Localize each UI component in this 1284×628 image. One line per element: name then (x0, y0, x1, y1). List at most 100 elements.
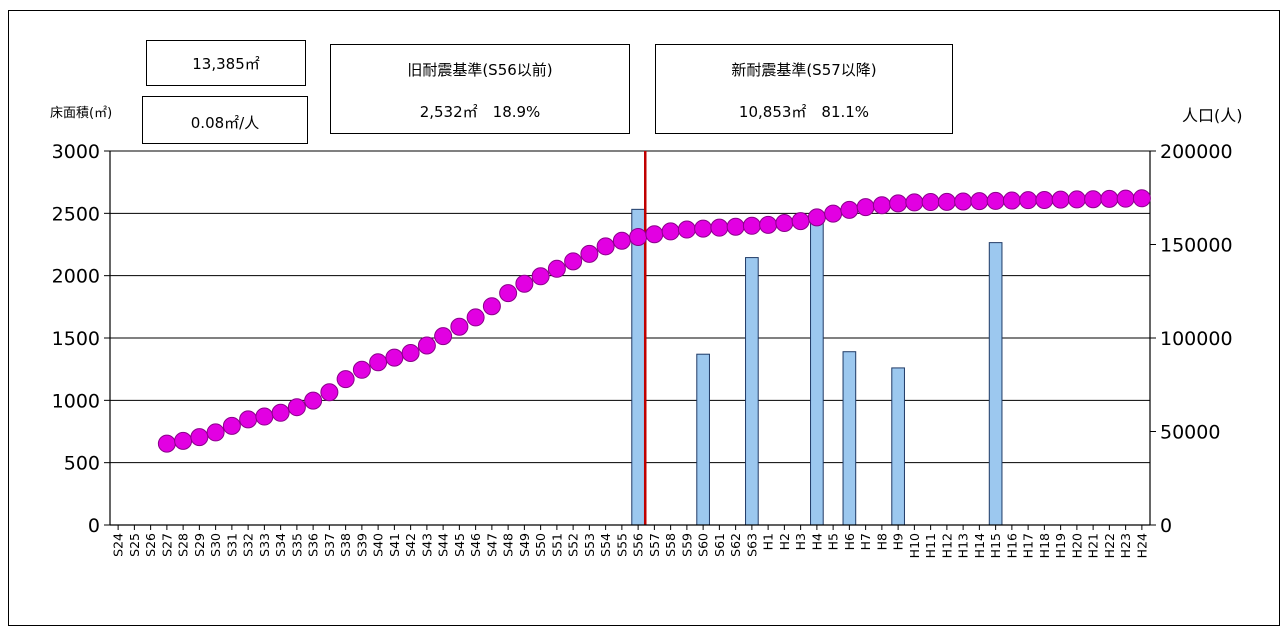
population-point-S57 (645, 225, 664, 244)
x-tick-label: H13 (956, 533, 971, 558)
x-tick-label: H17 (1021, 533, 1036, 558)
population-point-S43 (417, 336, 436, 355)
population-point-S56 (629, 228, 648, 247)
x-tick-label: H10 (907, 533, 922, 558)
x-tick-label: H2 (777, 533, 792, 550)
population-point-S62 (726, 217, 745, 236)
population-point-H1 (759, 215, 778, 234)
population-point-H20 (1067, 190, 1086, 209)
x-tick-label: H18 (1037, 533, 1052, 558)
x-axis-label-panel (116, 540, 1160, 608)
population-point-H21 (1084, 190, 1103, 209)
total-area-value: 13,385㎡ (192, 55, 260, 73)
x-tick-label: S57 (647, 533, 662, 557)
population-point-H10 (905, 193, 924, 212)
population-point-H17 (1019, 191, 1038, 210)
y-tick-label: 1500 (52, 328, 100, 350)
x-tick-label: S39 (354, 533, 369, 557)
population-point-S41 (385, 348, 404, 367)
x-tick-label: S24 (111, 533, 126, 557)
x-tick-label: H20 (1069, 533, 1084, 558)
population-point-S48 (499, 284, 518, 303)
x-tick-label: H5 (826, 533, 841, 550)
x-tick-label: S47 (484, 533, 499, 557)
population-point-H12 (937, 192, 956, 211)
y-tick-label: 3000 (52, 141, 100, 163)
population-point-H9 (889, 194, 908, 213)
x-tick-label: S56 (631, 533, 646, 557)
x-tick-label: H12 (939, 533, 954, 558)
new-standard-box: 新耐震基準(S57以降) 10,853㎡ 81.1% (655, 44, 953, 134)
floor-area-bar-S60 (696, 353, 710, 526)
x-tick-label: S55 (614, 533, 629, 557)
x-tick-label: S41 (387, 533, 402, 557)
population-point-S40 (369, 353, 388, 372)
population-point-H24 (1132, 189, 1151, 208)
population-point-H22 (1100, 189, 1119, 208)
floor-area-bar-S56 (631, 208, 645, 526)
population-point-S34 (271, 403, 290, 422)
floor-area-bar-H9 (891, 367, 905, 526)
x-tick-label: S40 (371, 533, 386, 557)
population-point-H8 (872, 196, 891, 215)
x-tick-label: H6 (842, 533, 857, 550)
population-point-S55 (612, 231, 631, 250)
x-tick-label: H23 (1118, 533, 1133, 558)
y-tick-label: 0 (88, 515, 100, 537)
x-tick-label: S46 (468, 533, 483, 557)
old-standard-box: 旧耐震基準(S56以前) 2,532㎡ 18.9% (330, 44, 630, 134)
x-tick-label: S25 (127, 533, 142, 557)
population-point-S49 (515, 274, 534, 293)
population-point-S36 (304, 391, 323, 410)
x-tick-label: S48 (501, 533, 516, 557)
x-tick-label: H8 (874, 533, 889, 550)
y2-tick-label: 150000 (1160, 235, 1233, 257)
x-tick-label: S52 (566, 533, 581, 557)
per-capita-value: 0.08㎡/人 (190, 114, 260, 132)
y2-tick-label: 50000 (1160, 422, 1220, 444)
population-point-H15 (986, 191, 1005, 210)
y2-tick-label: 100000 (1160, 328, 1233, 350)
population-point-S32 (239, 410, 258, 429)
x-tick-label: S60 (696, 533, 711, 557)
x-tick-label: S36 (306, 533, 321, 557)
x-tick-label: H24 (1134, 533, 1149, 558)
y2-tick-label: 0 (1160, 515, 1172, 537)
x-tick-label: S28 (176, 533, 191, 557)
x-tick-label: S35 (289, 533, 304, 557)
population-point-S53 (580, 244, 599, 263)
population-point-S54 (596, 237, 615, 256)
x-tick-label: S30 (208, 533, 223, 557)
x-tick-label: S59 (679, 533, 694, 557)
population-point-S45 (450, 317, 469, 336)
x-tick-label: H19 (1053, 533, 1068, 558)
population-point-H19 (1051, 190, 1070, 209)
x-tick-label: H9 (891, 533, 906, 550)
population-point-H6 (840, 200, 859, 219)
x-tick-label: H21 (1086, 533, 1101, 558)
population-point-S46 (466, 308, 485, 327)
population-point-S37 (320, 383, 339, 402)
x-tick-label: S54 (598, 533, 613, 557)
x-tick-label: S62 (728, 533, 743, 557)
population-point-S59 (677, 220, 696, 239)
x-tick-label: S49 (517, 533, 532, 557)
population-point-H23 (1116, 189, 1135, 208)
x-tick-label: H1 (761, 533, 776, 550)
x-tick-label: S32 (241, 533, 256, 557)
y-tick-label: 500 (64, 453, 100, 475)
population-point-S39 (352, 360, 371, 379)
population-point-H16 (1002, 191, 1021, 210)
x-tick-label: S61 (712, 533, 727, 557)
floor-area-bar-H15 (988, 242, 1003, 526)
x-tick-label: H11 (923, 533, 938, 558)
x-tick-label: S50 (533, 533, 548, 557)
y-tick-label: 2000 (52, 266, 100, 288)
population-point-S61 (710, 218, 729, 237)
x-tick-label: H3 (793, 533, 808, 550)
population-point-S42 (401, 343, 420, 362)
y2-tick-label: 200000 (1160, 141, 1233, 163)
x-tick-label: S26 (143, 533, 158, 557)
population-point-S35 (287, 398, 306, 417)
total-area-box: 13,385㎡ (146, 40, 306, 86)
